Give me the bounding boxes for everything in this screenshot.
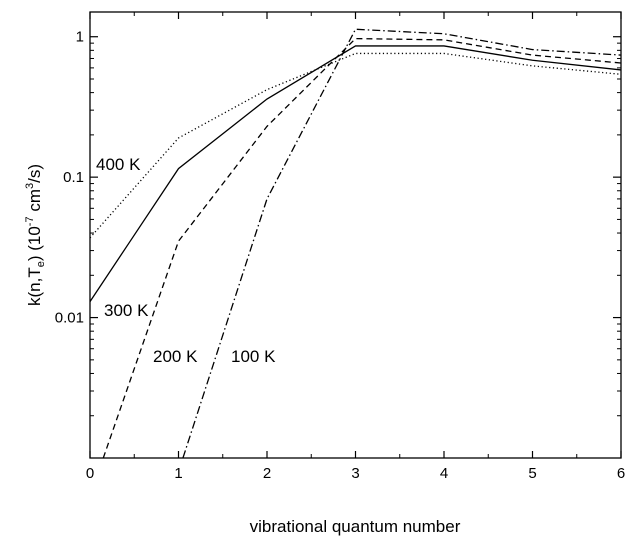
x-tick-label: 5 xyxy=(528,465,536,482)
y-title-sub: e xyxy=(35,261,47,267)
axis-ticks: 0 1 2 3 4 5 6 0.01 0.1 1 xyxy=(55,12,625,482)
x-tick-label: 1 xyxy=(174,465,182,482)
series-line-200k xyxy=(102,37,622,459)
series-line-100k xyxy=(182,28,622,459)
x-tick-label: 2 xyxy=(263,465,271,482)
x-tick-label: 0 xyxy=(86,465,94,482)
y-title-unit-exp: 3 xyxy=(24,183,36,189)
y-tick-label: 0.1 xyxy=(63,169,84,186)
y-title-exp: -7 xyxy=(24,216,36,226)
series-line-300k xyxy=(89,45,622,302)
y-tick-label: 0.01 xyxy=(55,310,84,327)
curve-label-400k: 400 K xyxy=(96,155,141,174)
x-tick-label: 6 xyxy=(617,465,625,482)
curve-label-200k: 200 K xyxy=(153,347,198,366)
y-title-unit1: cm xyxy=(25,189,44,216)
y-axis-title: k(n,Te) (10-7 cm3/s) xyxy=(24,164,47,306)
x-tick-label: 4 xyxy=(440,465,448,482)
x-axis-title: vibrational quantum number xyxy=(250,517,461,536)
x-tick-label: 3 xyxy=(351,465,359,482)
y-title-main: k(n,T xyxy=(25,267,44,306)
series-line-400k xyxy=(89,52,622,239)
curve-label-300k: 300 K xyxy=(104,301,149,320)
plot-frame xyxy=(89,11,622,459)
y-title-unit2: /s) xyxy=(25,164,44,183)
y-tick-label: 1 xyxy=(76,29,84,46)
series-lines xyxy=(89,28,622,459)
y-title-rest: ) (10 xyxy=(25,226,44,261)
curve-label-100k: 100 K xyxy=(231,347,276,366)
